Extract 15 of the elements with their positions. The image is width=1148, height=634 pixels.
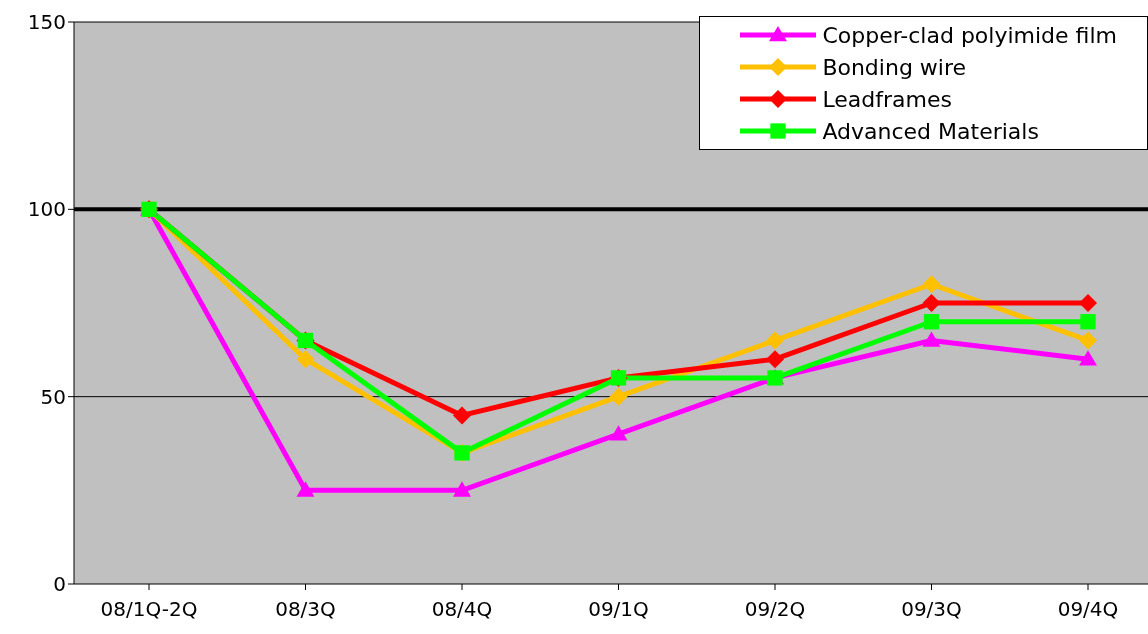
legend-label: Copper-clad polyimide film [822, 22, 1117, 48]
x-tick-label: 09/2Q [744, 597, 806, 622]
y-tick-label: 50 [40, 384, 66, 409]
x-tick-label: 09/4Q [1057, 597, 1119, 622]
legend-label: Advanced Materials [822, 118, 1039, 144]
legend-label: Bonding wire [822, 54, 967, 80]
x-tick-label: 08/1Q-2Q [100, 597, 198, 622]
x-tick-label: 09/1Q [588, 597, 649, 622]
x-tick-label: 09/3Q [901, 597, 962, 622]
y-tick-label: 100 [27, 197, 66, 222]
legend-label: Leadframes [822, 86, 952, 112]
x-tick-label: 08/3Q [275, 597, 336, 622]
y-tick-label: 150 [27, 10, 66, 35]
y-tick-label: 0 [53, 572, 66, 597]
x-tick-label: 08/4Q [431, 597, 493, 622]
